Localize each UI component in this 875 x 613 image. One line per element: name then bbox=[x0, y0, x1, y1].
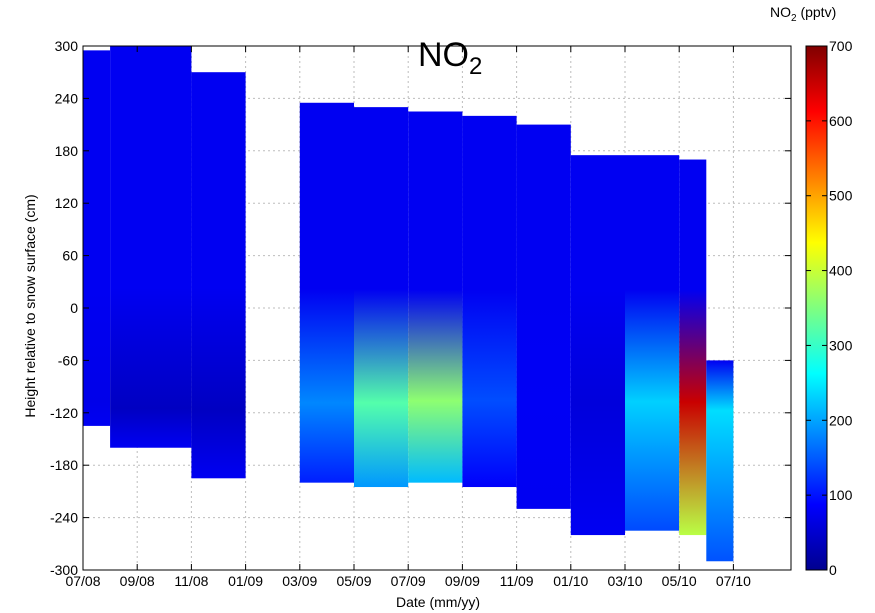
x-tick-label: 07/08 bbox=[65, 573, 100, 589]
y-axis-label: Height relative to snow surface (cm) bbox=[22, 194, 38, 418]
y-tick-label: 300 bbox=[55, 38, 79, 54]
x-tick-label: 01/09 bbox=[228, 573, 263, 589]
y-tick-label: -300 bbox=[50, 562, 78, 578]
y-tick-label: 60 bbox=[62, 248, 78, 264]
y-tick-label: -120 bbox=[50, 405, 78, 421]
x-axis-ticks: 07/08 09/08 11/08 01/09 03/09 05/09 07/09 09/09… bbox=[65, 46, 751, 589]
colorbar-tick-label: 300 bbox=[829, 337, 853, 353]
data-segment bbox=[408, 111, 463, 483]
colorbar-tick-label: 400 bbox=[829, 263, 853, 279]
y-axis-ticks: 300 240 180 120 60 0 -60 -120 -180 -240 -300 bbox=[50, 38, 791, 578]
data-segments bbox=[83, 46, 734, 562]
y-tick-label: 120 bbox=[55, 195, 79, 211]
y-tick-label: -60 bbox=[58, 352, 78, 368]
data-segment bbox=[516, 124, 571, 509]
data-segment bbox=[706, 360, 734, 562]
data-segment bbox=[462, 115, 517, 488]
y-tick-label: 180 bbox=[55, 143, 79, 159]
colorbar-ticks: 700 600 500 400 300 200 100 0 bbox=[806, 38, 853, 578]
data-segment bbox=[191, 72, 246, 479]
x-tick-label: 03/09 bbox=[282, 573, 317, 589]
y-tick-label: 0 bbox=[70, 300, 78, 316]
x-tick-label: 09/08 bbox=[120, 573, 155, 589]
x-tick-label: 05/10 bbox=[662, 573, 697, 589]
data-segment bbox=[110, 46, 192, 448]
y-tick-label: 240 bbox=[55, 90, 79, 106]
data-segment bbox=[299, 102, 354, 483]
colorbar-label: NO2 (pptv) bbox=[770, 4, 837, 24]
data-segment bbox=[570, 155, 625, 536]
colorbar-tick-label: 700 bbox=[829, 38, 853, 54]
colorbar-tick-label: 100 bbox=[829, 487, 853, 503]
chart-title: NO2 bbox=[418, 36, 483, 80]
x-tick-label: 11/09 bbox=[500, 573, 534, 589]
y-tick-label: -240 bbox=[50, 510, 78, 526]
x-tick-label: 07/10 bbox=[716, 573, 751, 589]
colorbar-tick-label: 0 bbox=[829, 562, 837, 578]
x-tick-label: 07/09 bbox=[391, 573, 426, 589]
colorbar-tick-label: 500 bbox=[829, 188, 853, 204]
colorbar-tick-label: 200 bbox=[829, 412, 853, 428]
x-tick-label: 05/09 bbox=[336, 573, 371, 589]
data-segment bbox=[354, 107, 409, 488]
data-segment bbox=[625, 155, 680, 531]
x-tick-label: 11/08 bbox=[174, 573, 208, 589]
data-segment bbox=[83, 50, 111, 426]
colorbar bbox=[805, 45, 828, 571]
x-axis-label: Date (mm/yy) bbox=[396, 594, 480, 610]
colorbar-tick-label: 600 bbox=[829, 113, 853, 129]
x-tick-label: 09/09 bbox=[445, 573, 480, 589]
x-tick-label: 01/10 bbox=[553, 573, 588, 589]
y-tick-label: -180 bbox=[50, 457, 78, 473]
x-tick-label: 03/10 bbox=[607, 573, 642, 589]
data-segment bbox=[679, 159, 707, 536]
